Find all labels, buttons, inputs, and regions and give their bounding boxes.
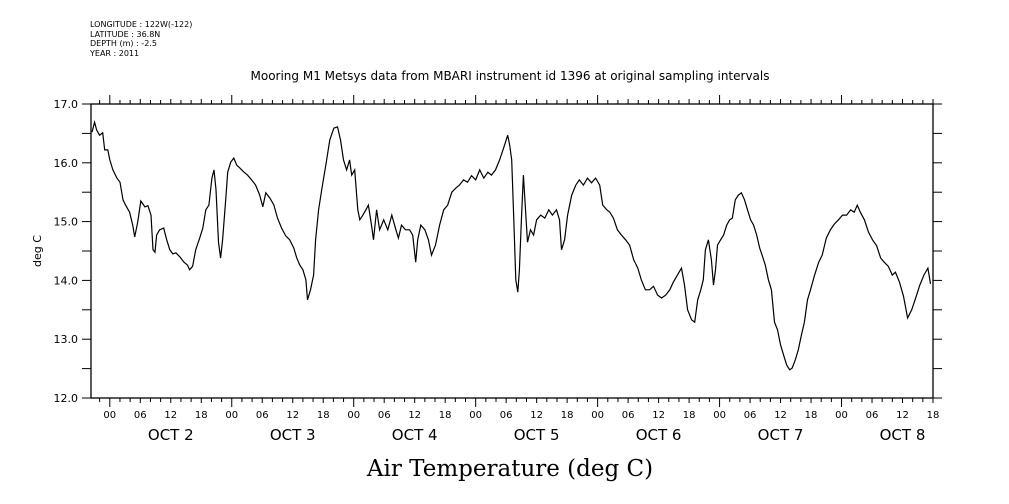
metadata-header: LONGITUDE : 122W(-122) LATITUDE : 36.8N … <box>90 20 192 58</box>
x-tick-label: 00 <box>591 410 604 421</box>
longitude-text: LONGITUDE : 122W(-122) <box>90 20 193 29</box>
x-tick-label: 18 <box>805 410 818 421</box>
x-tick-label: 06 <box>866 410 879 421</box>
x-tick-label: 12 <box>530 410 543 421</box>
y-tick-label: 15.0 <box>54 216 79 229</box>
x-tick-label: 12 <box>896 410 909 421</box>
x-tick-label: 18 <box>561 410 574 421</box>
x-tick-label: 12 <box>164 410 177 421</box>
x-tick-label: 18 <box>927 410 940 421</box>
x-tick-label: 06 <box>134 410 147 421</box>
series-line-air-temperature <box>91 119 932 371</box>
day-label: OCT 4 <box>392 426 438 444</box>
year-text: YEAR : 2011 <box>90 48 140 58</box>
x-tick-label: 12 <box>774 410 787 421</box>
tick-labels: 00 06 12 18 00 06 12 18 00 06 12 18 00 06 12 18 00 06 12 18… <box>54 98 940 444</box>
y-tick-label: 12.0 <box>54 392 79 405</box>
x-tick-label: 00 <box>347 410 360 421</box>
x-tick-label: 00 <box>103 410 116 421</box>
y-tick-label: 16.0 <box>54 157 79 170</box>
day-label: OCT 7 <box>758 426 804 444</box>
x-tick-label: 06 <box>378 410 391 421</box>
x-tick-label: 06 <box>622 410 635 421</box>
x-tick-label: 18 <box>195 410 208 421</box>
day-label: OCT 6 <box>636 426 682 444</box>
y-tick-label: 13.0 <box>54 333 79 346</box>
x-tick-label: 00 <box>835 410 848 421</box>
y-tick-label: 17.0 <box>54 98 79 111</box>
depth-text: DEPTH (m) : -2.5 <box>90 39 157 48</box>
x-axis-title: Air Temperature (deg C) <box>366 456 653 482</box>
x-tick-label: 12 <box>652 410 665 421</box>
x-tick-label: 00 <box>225 410 238 421</box>
x-tick-label: 12 <box>408 410 421 421</box>
x-tick-label: 00 <box>713 410 726 421</box>
day-label: OCT 8 <box>880 426 926 444</box>
day-label: OCT 5 <box>514 426 560 444</box>
axis-ticks <box>82 95 942 407</box>
x-tick-label: 12 <box>286 410 299 421</box>
latitude-text: LATITUDE : 36.8N <box>90 29 161 39</box>
x-tick-label: 06 <box>744 410 757 421</box>
plot-frame <box>90 103 934 399</box>
x-tick-label: 18 <box>317 410 330 421</box>
x-tick-label: 00 <box>469 410 482 421</box>
y-axis-label: deg C <box>31 235 44 267</box>
x-tick-label: 06 <box>256 410 269 421</box>
x-tick-label: 06 <box>500 410 513 421</box>
x-tick-label: 18 <box>683 410 696 421</box>
y-tick-label: 14.0 <box>54 274 79 287</box>
day-label: OCT 3 <box>270 426 316 444</box>
chart-title: Mooring M1 Metsys data from MBARI instru… <box>251 69 770 83</box>
x-tick-label: 18 <box>439 410 452 421</box>
day-label: OCT 2 <box>148 426 194 444</box>
